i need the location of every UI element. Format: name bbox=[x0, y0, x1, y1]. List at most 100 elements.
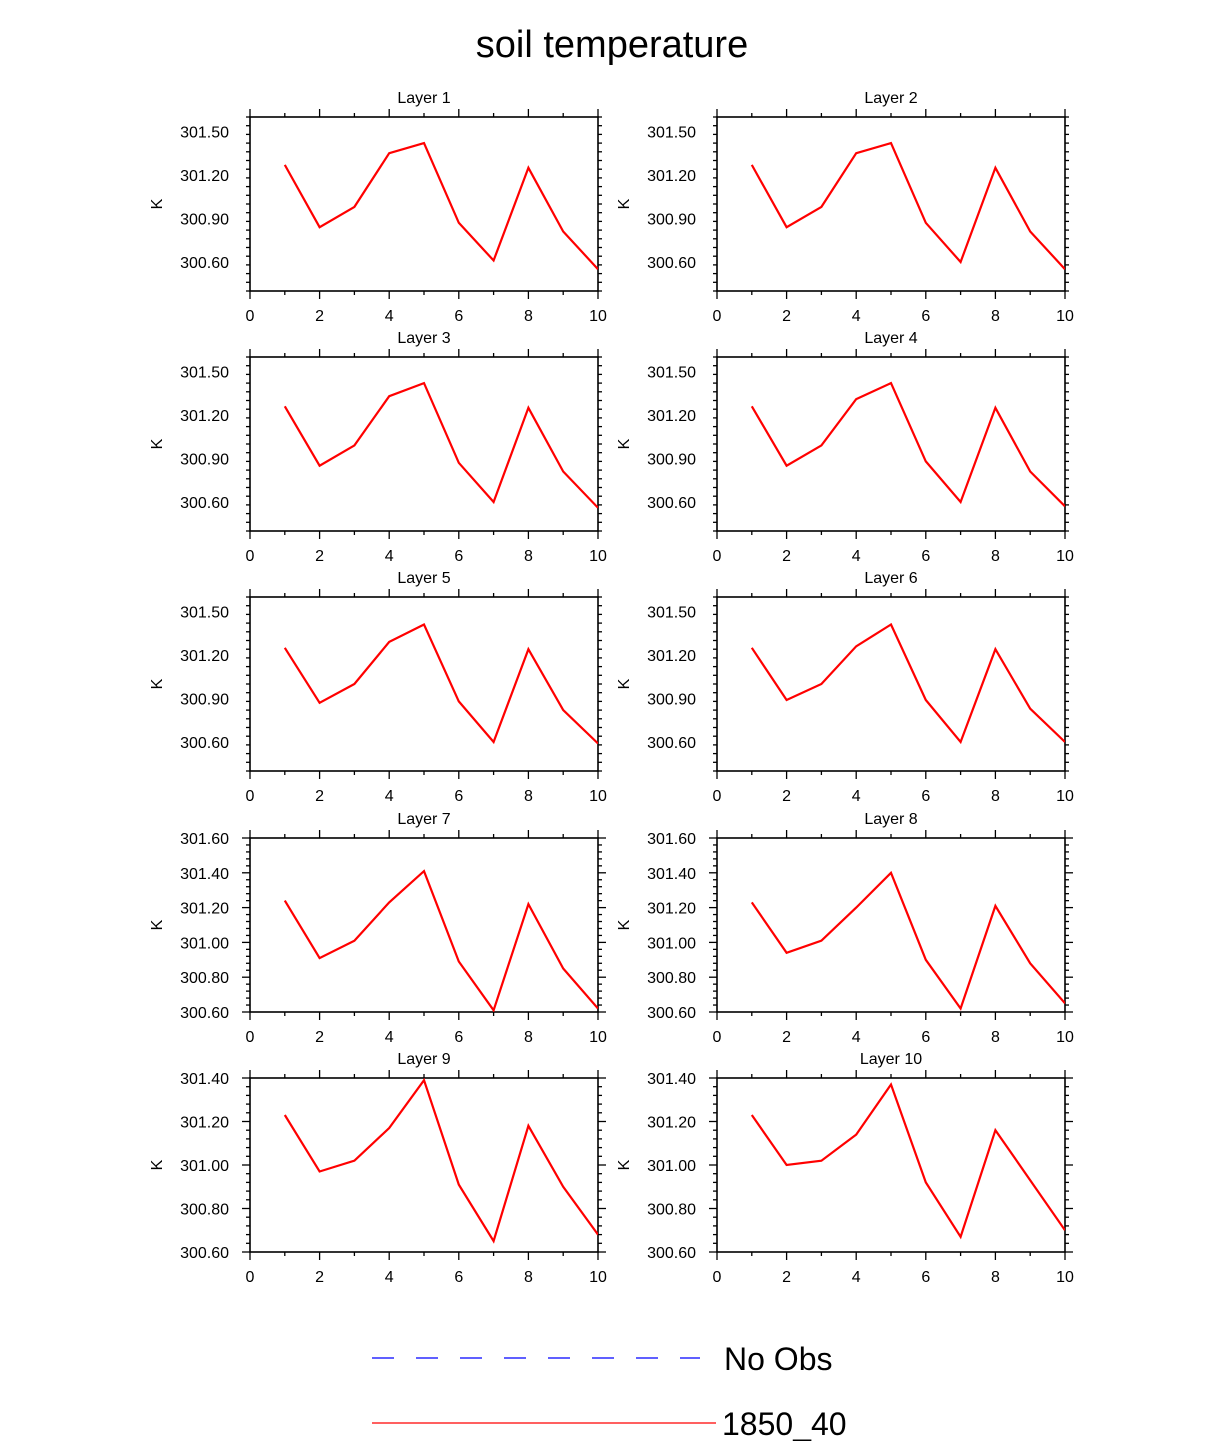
series-line-1850-40 bbox=[283, 869, 598, 1012]
y-tick-label: 301.50 bbox=[180, 365, 229, 382]
y-tick-label: 301.00 bbox=[180, 1158, 229, 1175]
x-tick-label: 4 bbox=[852, 308, 861, 325]
x-tick-label: 8 bbox=[991, 308, 1000, 325]
y-tick-label: 301.20 bbox=[647, 901, 696, 918]
x-tick-label: 2 bbox=[315, 308, 324, 325]
x-tick-label: 2 bbox=[782, 1269, 791, 1286]
x-tick-label: 0 bbox=[713, 548, 722, 565]
plot-frame bbox=[249, 837, 599, 1013]
panel-title: Layer 10 bbox=[860, 1051, 922, 1068]
x-tick-label: 0 bbox=[713, 1029, 722, 1046]
chart-panel-layer-1: Layer 1 0 2 4 6 8 10 300.60 300.90 301.20 301.50 K bbox=[149, 90, 607, 325]
chart-panel-layer-3: Layer 3 0 2 4 6 8 10 300.60 300.90 301.20 301.50 K bbox=[149, 330, 607, 565]
y-tick-label: 301.60 bbox=[647, 831, 696, 848]
y-axis-label: K bbox=[149, 438, 166, 449]
chart-panel-layer-7: Layer 7 0 2 4 6 8 10 300.60 300.80 301.00 301.20 30… bbox=[149, 811, 607, 1046]
x-tick-label: 8 bbox=[991, 1029, 1000, 1046]
plot-frame bbox=[716, 1077, 1066, 1253]
x-tick-label: 6 bbox=[454, 548, 463, 565]
y-tick-label: 301.00 bbox=[647, 1158, 696, 1175]
x-tick-label: 6 bbox=[921, 1029, 930, 1046]
x-tick-label: 4 bbox=[385, 1029, 394, 1046]
y-tick-label: 300.60 bbox=[647, 735, 696, 752]
series-line-1850-40 bbox=[750, 870, 1065, 1011]
x-tick-label: 6 bbox=[454, 1269, 463, 1286]
legend-label: No Obs bbox=[724, 1341, 832, 1377]
x-tick-label: 2 bbox=[782, 308, 791, 325]
y-tick-label: 300.60 bbox=[647, 255, 696, 272]
y-axis-label: K bbox=[616, 919, 633, 930]
y-tick-label: 300.90 bbox=[180, 692, 229, 709]
panel-title: Layer 4 bbox=[864, 330, 917, 347]
y-tick-label: 301.20 bbox=[647, 408, 696, 425]
x-tick-label: 6 bbox=[454, 1029, 463, 1046]
panel-title: Layer 3 bbox=[397, 330, 450, 347]
y-tick-label: 300.60 bbox=[647, 1005, 696, 1022]
x-tick-label: 4 bbox=[852, 788, 861, 805]
y-tick-label: 301.40 bbox=[180, 1071, 229, 1088]
x-tick-label: 0 bbox=[713, 1269, 722, 1286]
x-tick-label: 8 bbox=[524, 548, 533, 565]
x-tick-label: 0 bbox=[246, 548, 255, 565]
x-tick-label: 8 bbox=[991, 548, 1000, 565]
x-tick-label: 8 bbox=[524, 1029, 533, 1046]
legend-item-1850-40: 1850_40 bbox=[372, 1406, 847, 1442]
y-tick-label: 301.00 bbox=[180, 935, 229, 952]
series-line-1850-40 bbox=[750, 1082, 1065, 1240]
x-tick-label: 10 bbox=[589, 1029, 607, 1046]
series-line-1850-40 bbox=[283, 1078, 598, 1244]
legend: No Obs 1850_40 bbox=[372, 1341, 847, 1442]
x-tick-label: 0 bbox=[246, 1029, 255, 1046]
y-tick-label: 300.60 bbox=[180, 495, 229, 512]
x-tick-label: 2 bbox=[782, 548, 791, 565]
x-tick-label: 10 bbox=[589, 1269, 607, 1286]
x-tick-label: 6 bbox=[454, 788, 463, 805]
y-tick-label: 301.50 bbox=[647, 605, 696, 622]
y-axis-label: K bbox=[149, 678, 166, 689]
x-tick-label: 0 bbox=[713, 308, 722, 325]
series-line-1850-40 bbox=[750, 622, 1065, 745]
y-tick-label: 301.20 bbox=[180, 1115, 229, 1132]
x-tick-label: 6 bbox=[454, 308, 463, 325]
y-axis-label: K bbox=[616, 1159, 633, 1170]
x-tick-label: 6 bbox=[921, 308, 930, 325]
plot-frame bbox=[249, 1077, 599, 1253]
y-axis-label: K bbox=[616, 438, 633, 449]
y-tick-label: 301.40 bbox=[647, 1071, 696, 1088]
y-tick-label: 301.20 bbox=[180, 168, 229, 185]
x-tick-label: 2 bbox=[315, 788, 324, 805]
legend-item-no-obs: No Obs bbox=[372, 1341, 832, 1377]
series-line-1850-40 bbox=[750, 141, 1065, 270]
y-tick-label: 301.40 bbox=[180, 866, 229, 883]
x-tick-label: 6 bbox=[921, 788, 930, 805]
x-tick-label: 8 bbox=[524, 788, 533, 805]
x-tick-label: 8 bbox=[991, 788, 1000, 805]
x-tick-label: 4 bbox=[385, 308, 394, 325]
chart-panel-layer-5: Layer 5 0 2 4 6 8 10 300.60 300.90 301.20 301.50 K bbox=[149, 570, 607, 805]
y-axis-label: K bbox=[149, 1159, 166, 1170]
x-tick-label: 10 bbox=[1056, 308, 1074, 325]
x-tick-label: 10 bbox=[1056, 1029, 1074, 1046]
x-tick-label: 2 bbox=[782, 1029, 791, 1046]
x-tick-label: 2 bbox=[315, 1029, 324, 1046]
y-tick-label: 301.20 bbox=[647, 648, 696, 665]
x-tick-label: 4 bbox=[852, 1269, 861, 1286]
y-tick-label: 301.50 bbox=[180, 125, 229, 142]
x-tick-label: 10 bbox=[589, 308, 607, 325]
x-tick-label: 2 bbox=[782, 788, 791, 805]
y-tick-label: 300.90 bbox=[180, 212, 229, 229]
y-axis-label: K bbox=[149, 198, 166, 209]
plot-frame bbox=[716, 837, 1066, 1013]
y-tick-label: 301.50 bbox=[647, 365, 696, 382]
y-tick-label: 301.40 bbox=[647, 866, 696, 883]
y-tick-label: 300.90 bbox=[647, 212, 696, 229]
x-tick-label: 0 bbox=[246, 308, 255, 325]
page-title: soil temperature bbox=[476, 24, 748, 66]
x-tick-label: 4 bbox=[852, 1029, 861, 1046]
chart-panel-layer-6: Layer 6 0 2 4 6 8 10 300.60 300.90 301.20 301.50 K bbox=[616, 570, 1074, 805]
y-tick-label: 300.80 bbox=[647, 970, 696, 987]
y-tick-label: 300.80 bbox=[180, 970, 229, 987]
y-tick-label: 301.20 bbox=[647, 168, 696, 185]
y-tick-label: 300.90 bbox=[180, 452, 229, 469]
y-tick-label: 301.60 bbox=[180, 831, 229, 848]
